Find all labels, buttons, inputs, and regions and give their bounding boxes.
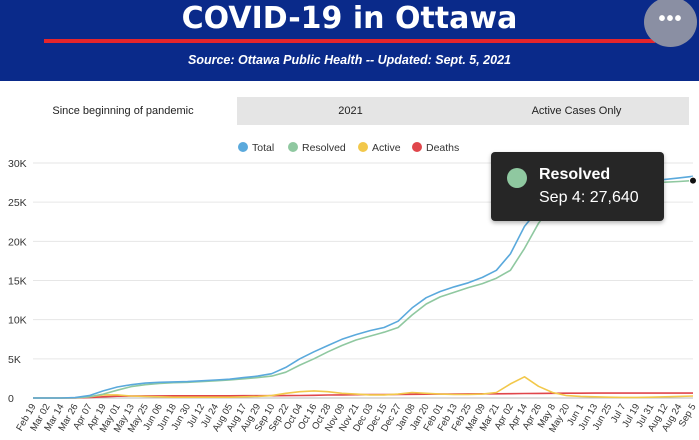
legend-swatch-total: [238, 142, 248, 152]
y-tick-label: 5K: [8, 354, 21, 366]
legend-swatch-resolved: [288, 142, 298, 152]
title-underline: [44, 39, 655, 43]
legend-label-total: Total: [252, 142, 274, 154]
legend-label-resolved: Resolved: [302, 142, 346, 154]
highlight-point: [689, 176, 697, 185]
legend-label-active: Active: [372, 142, 401, 154]
tab-active-cases-only[interactable]: Active Cases Only: [531, 105, 622, 117]
chart-legend: Total Resolved Active Deaths: [238, 142, 459, 154]
y-tick-label: 0: [8, 393, 14, 405]
data-tooltip: Resolved Sep 4: 27,640: [491, 152, 664, 221]
more-horizontal-icon: •••: [658, 8, 683, 30]
chart-menu-button[interactable]: •••: [644, 0, 697, 47]
legend-swatch-active: [358, 142, 368, 152]
header-banner: COVID-19 in Ottawa Source: Ottawa Public…: [0, 0, 699, 81]
tab-bar: Since beginning of pandemic 2021 Active …: [9, 97, 689, 125]
y-tick-label: 15K: [8, 276, 27, 288]
tab-2021[interactable]: 2021: [338, 105, 363, 117]
tooltip-series-name: Resolved: [539, 166, 611, 183]
series-line-active: [33, 376, 694, 399]
y-tick-label: 20K: [8, 236, 27, 248]
y-axis: 0 5K 10K 15K 20K 25K 30K: [8, 158, 27, 405]
tooltip-value: Sep 4: 27,640: [539, 189, 639, 206]
source-caption: Source: Ottawa Public Health -- Updated:…: [188, 53, 511, 67]
legend-label-deaths: Deaths: [426, 142, 459, 154]
tooltip-swatch: [507, 168, 527, 188]
y-tick-label: 25K: [8, 197, 27, 209]
page-title: COVID-19 in Ottawa: [181, 1, 518, 36]
tab-since-beginning[interactable]: Since beginning of pandemic: [9, 97, 237, 125]
y-tick-label: 30K: [8, 158, 27, 170]
y-tick-label: 10K: [8, 315, 27, 327]
legend-swatch-deaths: [412, 142, 422, 152]
